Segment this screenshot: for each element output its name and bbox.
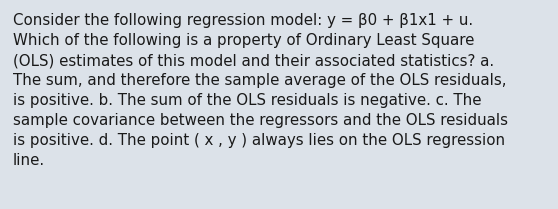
Text: Consider the following regression model: y = β0 + β1x1 + u.
Which of the followi: Consider the following regression model:… xyxy=(13,13,508,168)
